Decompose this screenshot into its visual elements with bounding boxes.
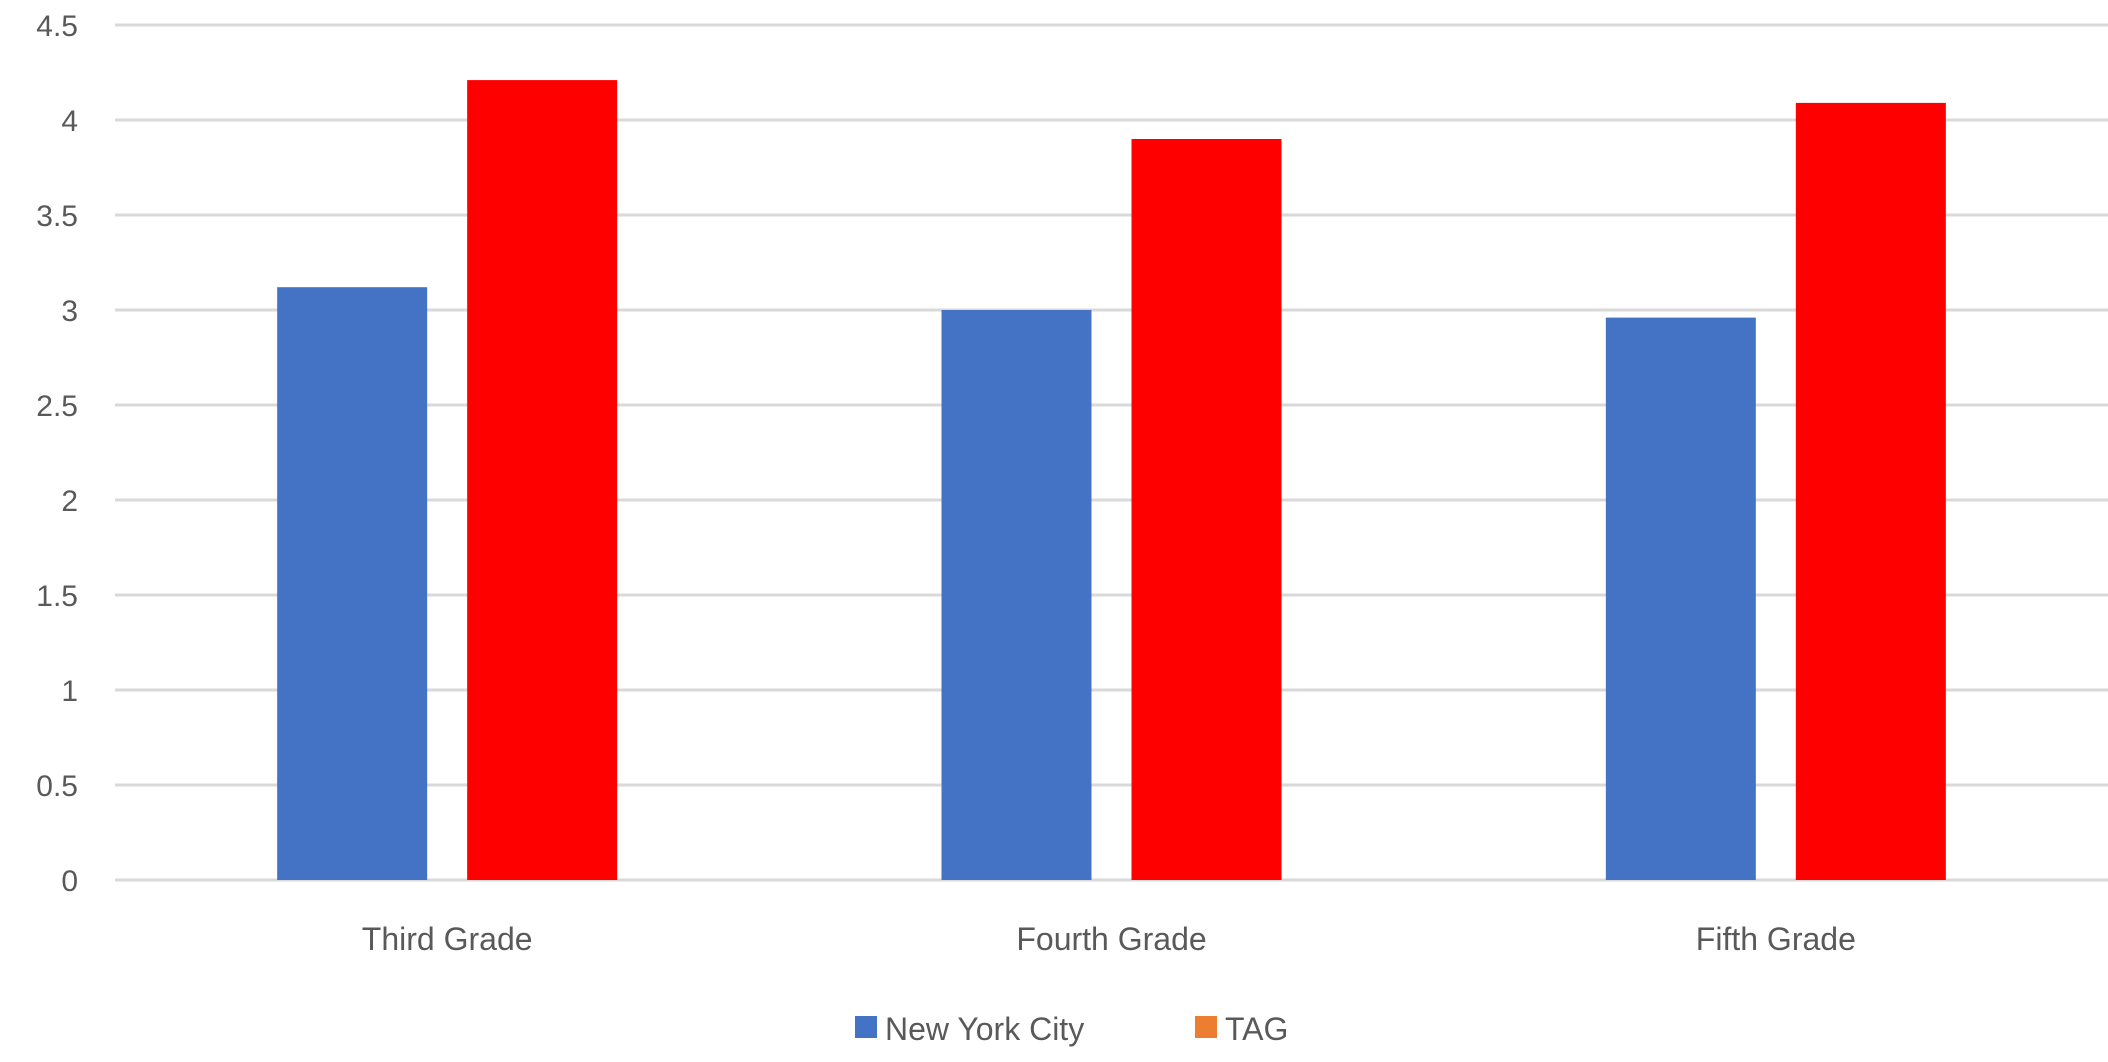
- x-category-label: Third Grade: [362, 921, 533, 957]
- bar-new-york-city-third-grade: [277, 287, 428, 880]
- x-category-label: Fourth Grade: [1016, 921, 1206, 957]
- x-axis-category-labels: Third Grade Fourth Grade Fifth Grade: [362, 921, 1856, 957]
- gridlines: [115, 23, 2108, 882]
- bar-new-york-city-fourth-grade: [941, 310, 1092, 880]
- y-tick-label: 0: [61, 865, 78, 898]
- legend-label: TAG: [1225, 1011, 1288, 1047]
- bars: [277, 80, 1946, 881]
- legend-label: New York City: [885, 1011, 1084, 1047]
- bar-tag-fifth-grade: [1795, 102, 1946, 880]
- y-tick-label: 3.5: [36, 200, 78, 233]
- y-tick-label: 2: [61, 485, 78, 518]
- y-tick-label: 2.5: [36, 390, 78, 423]
- y-axis-tick-labels: 0 0.5 1 1.5 2 2.5 3 3.5 4 4.5: [36, 10, 78, 898]
- legend-swatch: [855, 1016, 877, 1038]
- y-tick-label: 4.5: [36, 10, 78, 43]
- legend-swatch: [1195, 1016, 1217, 1038]
- legend: New York City TAG: [855, 1011, 1288, 1047]
- y-tick-label: 4: [61, 105, 78, 138]
- bar-tag-fourth-grade: [1131, 139, 1282, 880]
- bar-tag-third-grade: [467, 80, 618, 881]
- bar-new-york-city-fifth-grade: [1605, 317, 1756, 881]
- x-category-label: Fifth Grade: [1696, 921, 1856, 957]
- y-tick-label: 3: [61, 295, 78, 328]
- y-tick-label: 1: [61, 675, 78, 708]
- y-tick-label: 0.5: [36, 770, 78, 803]
- y-tick-label: 1.5: [36, 580, 78, 613]
